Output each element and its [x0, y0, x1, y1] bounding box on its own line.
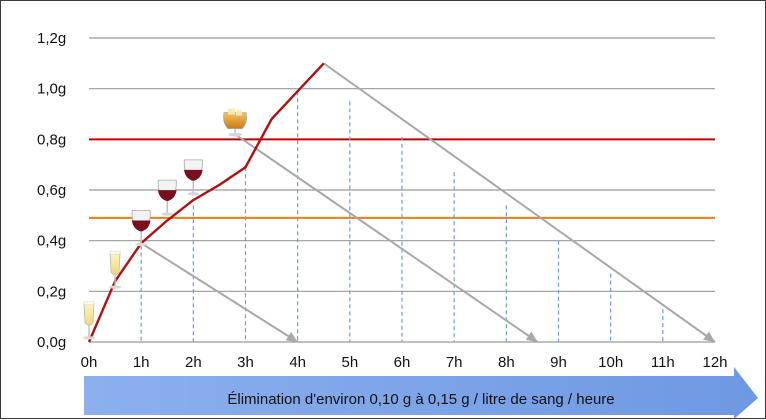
alcohol-level-line	[87, 62, 325, 343]
x-tick-label: 1h	[133, 354, 150, 371]
x-tick-label: 6h	[394, 354, 411, 371]
x-tick-label: 3h	[237, 354, 254, 371]
elimination-line	[140, 242, 299, 343]
red-wine-glass-icon	[157, 179, 177, 216]
champagne-glass-icon	[83, 301, 95, 340]
x-tick-label: 10h	[598, 354, 623, 371]
y-tick-label: 0,6g	[37, 182, 66, 199]
elimination-arrow	[84, 367, 758, 419]
x-tick-label: 12h	[702, 354, 727, 371]
x-tick-label: 9h	[550, 354, 567, 371]
x-tick-label: 5h	[341, 354, 358, 371]
elimination-line	[234, 133, 539, 343]
x-tick-label: 8h	[498, 354, 515, 371]
x-tick-label: 4h	[289, 354, 306, 371]
y-tick-label: 0,0g	[37, 334, 66, 351]
y-tick-label: 1,0g	[37, 81, 66, 98]
red-wine-glass-icon	[183, 159, 203, 196]
elimination-caption: Élimination d'environ 0,10 g à 0,15 g / …	[227, 391, 614, 408]
y-tick-label: 0,8g	[37, 131, 66, 148]
x-tick-label: 11h	[651, 354, 675, 371]
elimination-arrowhead	[525, 331, 538, 342]
y-tick-label: 0,2g	[37, 283, 66, 300]
y-tick-label: 1,2g	[37, 30, 66, 47]
elimination-arrowhead	[703, 331, 715, 342]
x-tick-label: 2h	[185, 354, 202, 371]
elimination-arrowhead	[285, 331, 298, 342]
y-tick-label: 0,4g	[37, 233, 66, 250]
elimination-line	[323, 62, 716, 343]
whisky-glass-icon	[223, 108, 247, 137]
red-wine-glass-icon	[131, 210, 151, 247]
champagne-glass-icon	[109, 250, 122, 289]
x-tick-label: 0h	[81, 354, 98, 371]
x-tick-label: 7h	[446, 354, 463, 371]
